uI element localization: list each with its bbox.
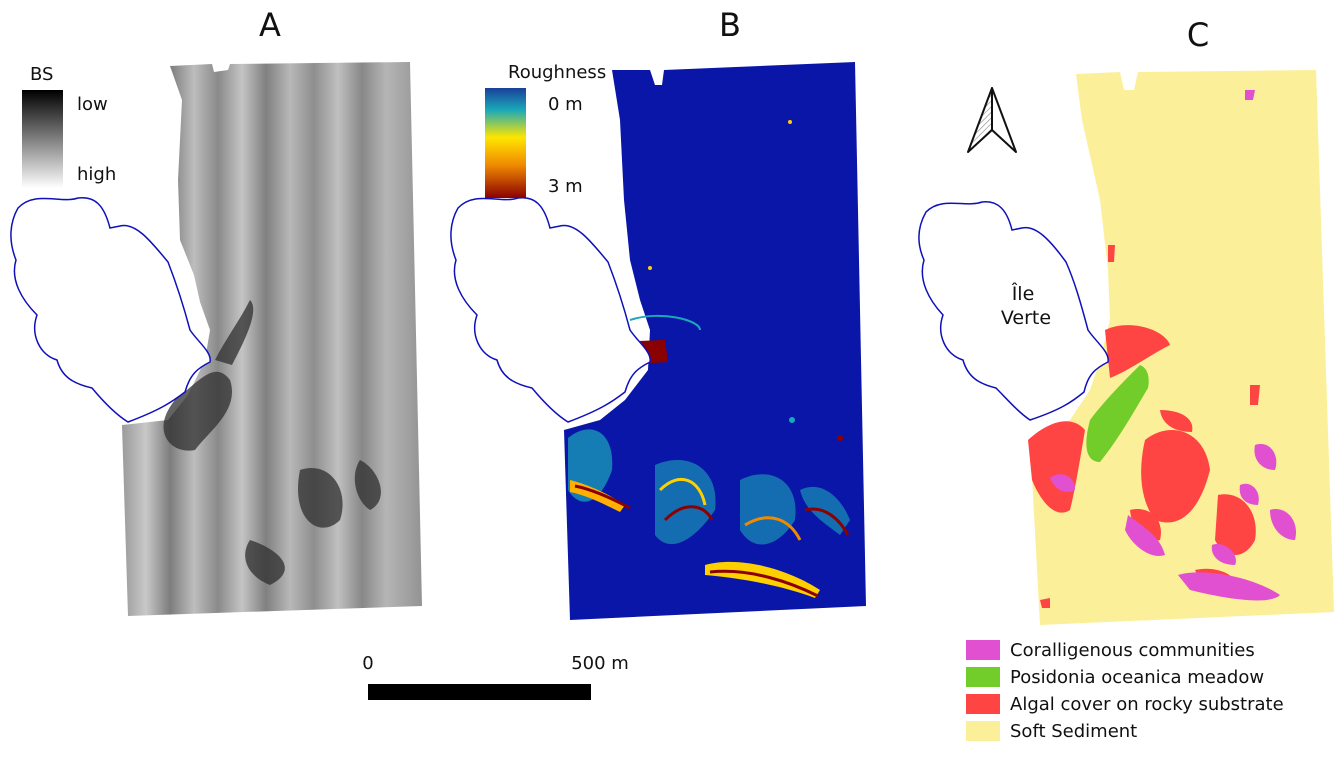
posidonia-patch (1086, 365, 1149, 462)
island-coastline-a (10, 197, 211, 423)
scale-bar-end-label: 500 m (571, 653, 629, 674)
island-coastline-c (918, 201, 1109, 421)
algal-cover-patches (1028, 245, 1260, 608)
panel-c: C Île Verte (918, 16, 1334, 625)
habitat-legend: Coralligenous communities Posidonia ocean… (966, 640, 1284, 742)
panel-b-letter: B (719, 6, 741, 44)
island-label: Île Verte (1001, 282, 1051, 329)
island-label-line-2: Verte (1001, 307, 1051, 329)
scale-bar: 0 500 m (362, 653, 629, 700)
roughness-legend-bottom: 3 m (548, 176, 583, 197)
island-label-line-1: Île (1011, 282, 1035, 305)
panel-c-letter: C (1187, 16, 1209, 54)
roughness-legend-top: 0 m (548, 94, 583, 115)
panel-a: A BS low high (10, 6, 422, 616)
backscatter-dark-patches (163, 300, 381, 585)
north-arrow-icon (967, 87, 1017, 153)
roughness-raster (564, 62, 866, 620)
legend-label: Soft Sediment (1010, 721, 1137, 742)
legend-label: Posidonia oceanica meadow (1010, 667, 1264, 688)
scale-bar-start-label: 0 (362, 653, 373, 674)
bs-colorbar (22, 90, 63, 188)
legend-swatch (966, 640, 1000, 660)
legend-label: Coralligenous communities (1010, 640, 1255, 661)
panel-b: B Roughness 0 m 3 m (450, 6, 866, 620)
legend-swatch (966, 721, 1000, 741)
roughness-colorbar (485, 88, 526, 198)
island-coastline-b (450, 197, 651, 423)
bs-legend-title: BS (30, 64, 53, 85)
roughness-legend-title: Roughness (508, 62, 606, 83)
legend-swatch (966, 694, 1000, 714)
legend-label: Algal cover on rocky substrate (1010, 694, 1284, 715)
scale-bar-rule (368, 684, 591, 700)
coralligenous-patches (1050, 90, 1296, 601)
habitat-map (1030, 70, 1334, 625)
legend-swatch (966, 667, 1000, 687)
panel-a-letter: A (259, 6, 281, 44)
bs-legend-high: high (77, 164, 116, 185)
backscatter-mosaic (122, 62, 422, 616)
bs-legend-low: low (77, 94, 108, 115)
